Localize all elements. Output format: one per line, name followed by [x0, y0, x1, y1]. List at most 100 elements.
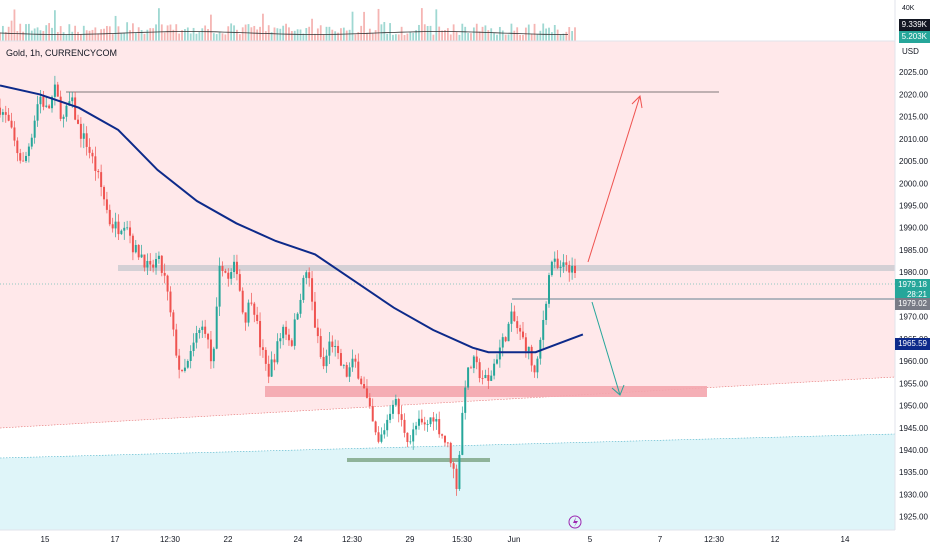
volume-bar	[172, 29, 175, 41]
volume-bar	[383, 22, 386, 41]
moving-average-line	[0, 84, 584, 354]
candle-body	[530, 346, 533, 366]
volume-bar	[236, 29, 238, 41]
candle-body	[568, 264, 571, 273]
candle-body	[77, 119, 80, 124]
candle-body	[56, 84, 59, 97]
price-tick-label: 1995.00	[899, 201, 928, 210]
volume-bar	[522, 34, 524, 41]
volume-bar	[270, 32, 273, 41]
price-tick-label: 1980.00	[899, 268, 928, 277]
candle-body	[143, 254, 146, 268]
volume-bar	[498, 26, 501, 41]
price-tick-label: 2010.00	[899, 135, 928, 144]
volume-bar	[0, 32, 1, 41]
bullish-projection-arrow[interactable]	[587, 95, 641, 263]
candle-body	[351, 358, 354, 368]
price-tick-label: 1990.00	[899, 224, 928, 233]
volume-bar	[276, 28, 279, 41]
volume-bar	[267, 25, 270, 41]
volume-bar	[452, 24, 455, 41]
volume-bar	[238, 34, 241, 41]
volume-bar	[13, 9, 16, 41]
volume-bar	[429, 25, 432, 41]
volume-tag-dark: 9.339K	[898, 19, 930, 31]
candle-body	[82, 133, 85, 139]
last-price-value: 1979.18	[898, 280, 927, 289]
volume-bar	[169, 24, 172, 41]
volume-bar	[27, 23, 30, 41]
candle-body	[348, 367, 351, 377]
price-tick-label: 1955.00	[899, 379, 928, 388]
upper-grey-zone[interactable]	[118, 265, 895, 271]
candle-body	[212, 348, 215, 362]
volume-bar	[415, 30, 417, 41]
volume-bar	[464, 26, 467, 41]
volume-bar	[467, 33, 469, 41]
volume-bar	[262, 13, 264, 41]
volume-bar	[264, 31, 267, 41]
volume-bar	[397, 34, 400, 41]
volume-bar	[111, 34, 114, 41]
volume-bar	[550, 32, 553, 41]
lightning-icon[interactable]	[568, 515, 582, 529]
price-tick-label: 2000.00	[899, 179, 928, 188]
candle-body	[285, 326, 288, 335]
volume-bar	[328, 26, 331, 41]
volume-bar	[351, 11, 354, 41]
bearish-projection-arrow[interactable]	[591, 301, 621, 396]
candle-body	[449, 442, 452, 464]
last-price-tag: 1979.18 28:21	[895, 279, 930, 301]
support-zone[interactable]	[265, 386, 707, 397]
volume-bar	[45, 25, 48, 41]
candle-body	[276, 341, 279, 363]
volume-bar	[282, 25, 285, 41]
candle-body	[461, 412, 464, 455]
volume-bar	[4, 32, 7, 41]
volume-bar	[504, 34, 507, 41]
volume-scale-label: 40K	[902, 5, 915, 12]
candle-body	[120, 230, 123, 235]
candle-body	[33, 120, 36, 138]
candle-body	[487, 374, 490, 381]
candle-body	[342, 364, 345, 366]
candle-body	[192, 342, 195, 352]
candle-body	[290, 340, 293, 346]
volume-bar	[371, 33, 374, 41]
volume-bar	[340, 28, 342, 41]
candle-body	[389, 413, 392, 420]
candle-body	[221, 265, 224, 271]
candle-body	[163, 272, 166, 276]
volume-bar	[441, 30, 443, 41]
volume-bar	[530, 33, 533, 41]
candle-body	[539, 339, 542, 359]
volume-bar	[42, 31, 45, 41]
price-axis[interactable]	[895, 0, 932, 550]
volume-bar	[198, 31, 201, 41]
volume-bar	[501, 30, 504, 41]
bar-countdown: 28:21	[906, 290, 927, 299]
volume-bar	[542, 23, 545, 41]
candle-body	[10, 120, 13, 128]
volume-bar	[432, 34, 435, 41]
candle-body	[267, 363, 270, 377]
candle-body	[279, 338, 282, 342]
volume-bar	[195, 33, 198, 41]
pink-zone-lower-edge	[0, 376, 896, 429]
candle-body	[357, 361, 360, 379]
candle-body	[498, 347, 501, 360]
volume-bar	[308, 26, 311, 41]
lower-support-zone[interactable]	[347, 458, 490, 462]
volume-bar	[97, 33, 100, 41]
volume-bar	[123, 32, 126, 41]
volume-bar	[299, 29, 302, 41]
candle-body	[149, 260, 152, 265]
price-tick-label: 1940.00	[899, 446, 928, 455]
candle-body	[264, 349, 267, 364]
time-tick-label: 12:30	[342, 535, 363, 544]
candle-body	[97, 170, 100, 173]
candle-body	[556, 258, 559, 268]
candle-body	[423, 422, 426, 425]
volume-bar	[296, 29, 299, 41]
